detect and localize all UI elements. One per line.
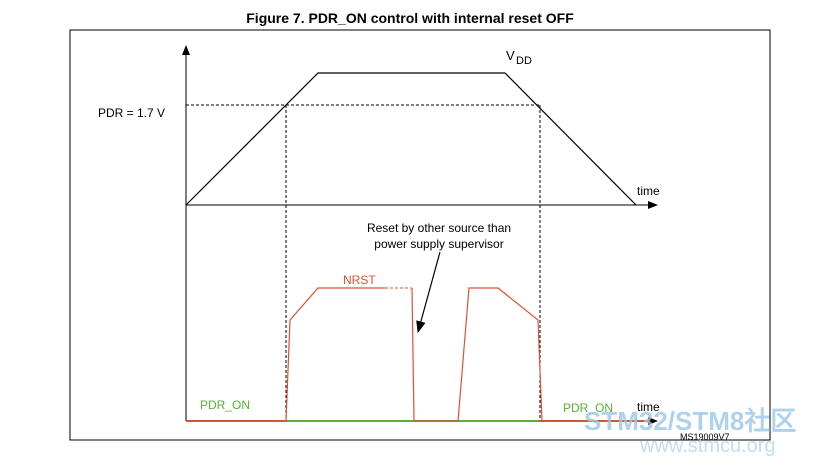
watermark: STM32/STM8社区	[584, 406, 796, 436]
nrst-trace	[411, 287, 543, 422]
watermark-url: www.stmcu.org	[639, 435, 776, 457]
figure-title: Figure 7. PDR_ON control with internal r…	[246, 10, 574, 26]
vdd-sub: DD	[516, 55, 532, 67]
vdd-label: V	[506, 48, 515, 63]
annotation: power supply supervisor	[374, 237, 503, 251]
pdr-label: PDR = 1.7 V	[98, 106, 165, 120]
frame	[69, 29, 771, 441]
annotation-arrow	[416, 251, 441, 334]
time-label: time	[637, 400, 660, 414]
nrst-label: NRST	[343, 273, 376, 287]
time-label: time	[637, 184, 660, 198]
nrst-trace	[285, 287, 385, 422]
pdr-on-label: PDR_ON	[563, 401, 613, 415]
vdd-trace	[185, 72, 637, 206]
pdr-on-label: PDR_ON	[200, 398, 250, 412]
figure-code: MS19009V7	[680, 432, 730, 442]
annotation: Reset by other source than	[367, 221, 511, 235]
